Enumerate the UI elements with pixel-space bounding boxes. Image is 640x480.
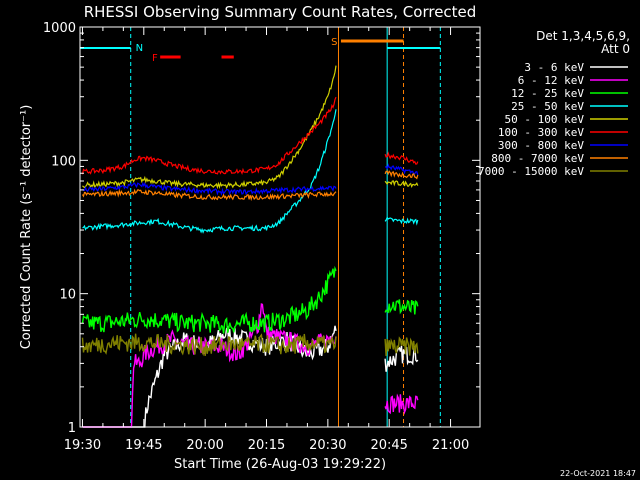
axis-ticks: 19:30 19:45 20:00 20:15 20:30 20:45 21:00 1 10 10… <box>43 21 480 453</box>
x-axis-label: Start Time (26-Aug-03 19:29:22) <box>174 457 386 472</box>
series-line-6 <box>82 181 337 197</box>
x-tick-label: 19:30 <box>64 438 101 453</box>
legend-label-8: 7000 - 15000 keV <box>478 165 584 178</box>
legend-subtitle: Att 0 <box>601 42 630 56</box>
legend-label-1: 6 - 12 keV <box>518 74 585 87</box>
flag-label-n: N <box>136 43 143 54</box>
series-line-8 <box>81 333 337 357</box>
flag-label-s: S <box>331 37 337 48</box>
x-tick-label: 20:45 <box>370 438 407 453</box>
y-tick-label: 1000 <box>43 21 76 36</box>
legend-label-4: 50 - 100 keV <box>505 113 585 126</box>
series-line-2 <box>81 265 337 334</box>
y-tick-label: 1 <box>68 421 76 436</box>
series-layer <box>81 65 419 428</box>
legend-title: Det 1,3,4,5,6,9, <box>536 29 630 43</box>
legend-label-6: 300 - 800 keV <box>498 139 584 152</box>
plot-frame <box>79 26 481 428</box>
series-line-5 <box>81 96 337 176</box>
series-line-5-post <box>384 151 419 165</box>
legend-label-5: 100 - 300 keV <box>498 126 584 139</box>
x-tick-label: 21:00 <box>432 438 469 453</box>
generation-timestamp: 22-Oct-2021 18:47 <box>560 469 636 478</box>
series-line-4 <box>82 65 337 190</box>
series-line-7 <box>81 188 337 202</box>
series-line-8-post <box>384 336 419 356</box>
legend-label-2: 12 - 25 keV <box>511 87 584 100</box>
series-line-7-post <box>384 170 419 180</box>
series-line-1-post <box>384 393 419 415</box>
legend-label-3: 25 - 50 keV <box>511 100 584 113</box>
x-tick-label: 20:15 <box>248 438 285 453</box>
y-tick-label: 100 <box>51 154 76 169</box>
series-line-2-post <box>384 299 419 315</box>
legend-label-0: 3 - 6 keV <box>524 61 584 74</box>
y-axis-label: Corrected Count Rate (s⁻¹ detector⁻¹) <box>19 105 34 350</box>
x-tick-label: 20:30 <box>309 438 346 453</box>
legend-label-7: 800 - 7000 keV <box>491 152 584 165</box>
series-line-3-post <box>384 216 419 226</box>
observing-flags: NF S <box>79 27 441 427</box>
series-line-3 <box>82 109 337 234</box>
series-line-4-post <box>384 180 419 189</box>
flag-label-f: F <box>152 53 158 64</box>
y-tick-label: 10 <box>59 288 76 303</box>
x-tick-label: 20:00 <box>186 438 223 453</box>
x-tick-label: 19:45 <box>125 438 162 453</box>
series-line-6-post <box>385 163 419 176</box>
series-line-0-post <box>384 345 419 372</box>
chart-title: RHESSI Observing Summary Count Rates, Co… <box>84 3 477 21</box>
